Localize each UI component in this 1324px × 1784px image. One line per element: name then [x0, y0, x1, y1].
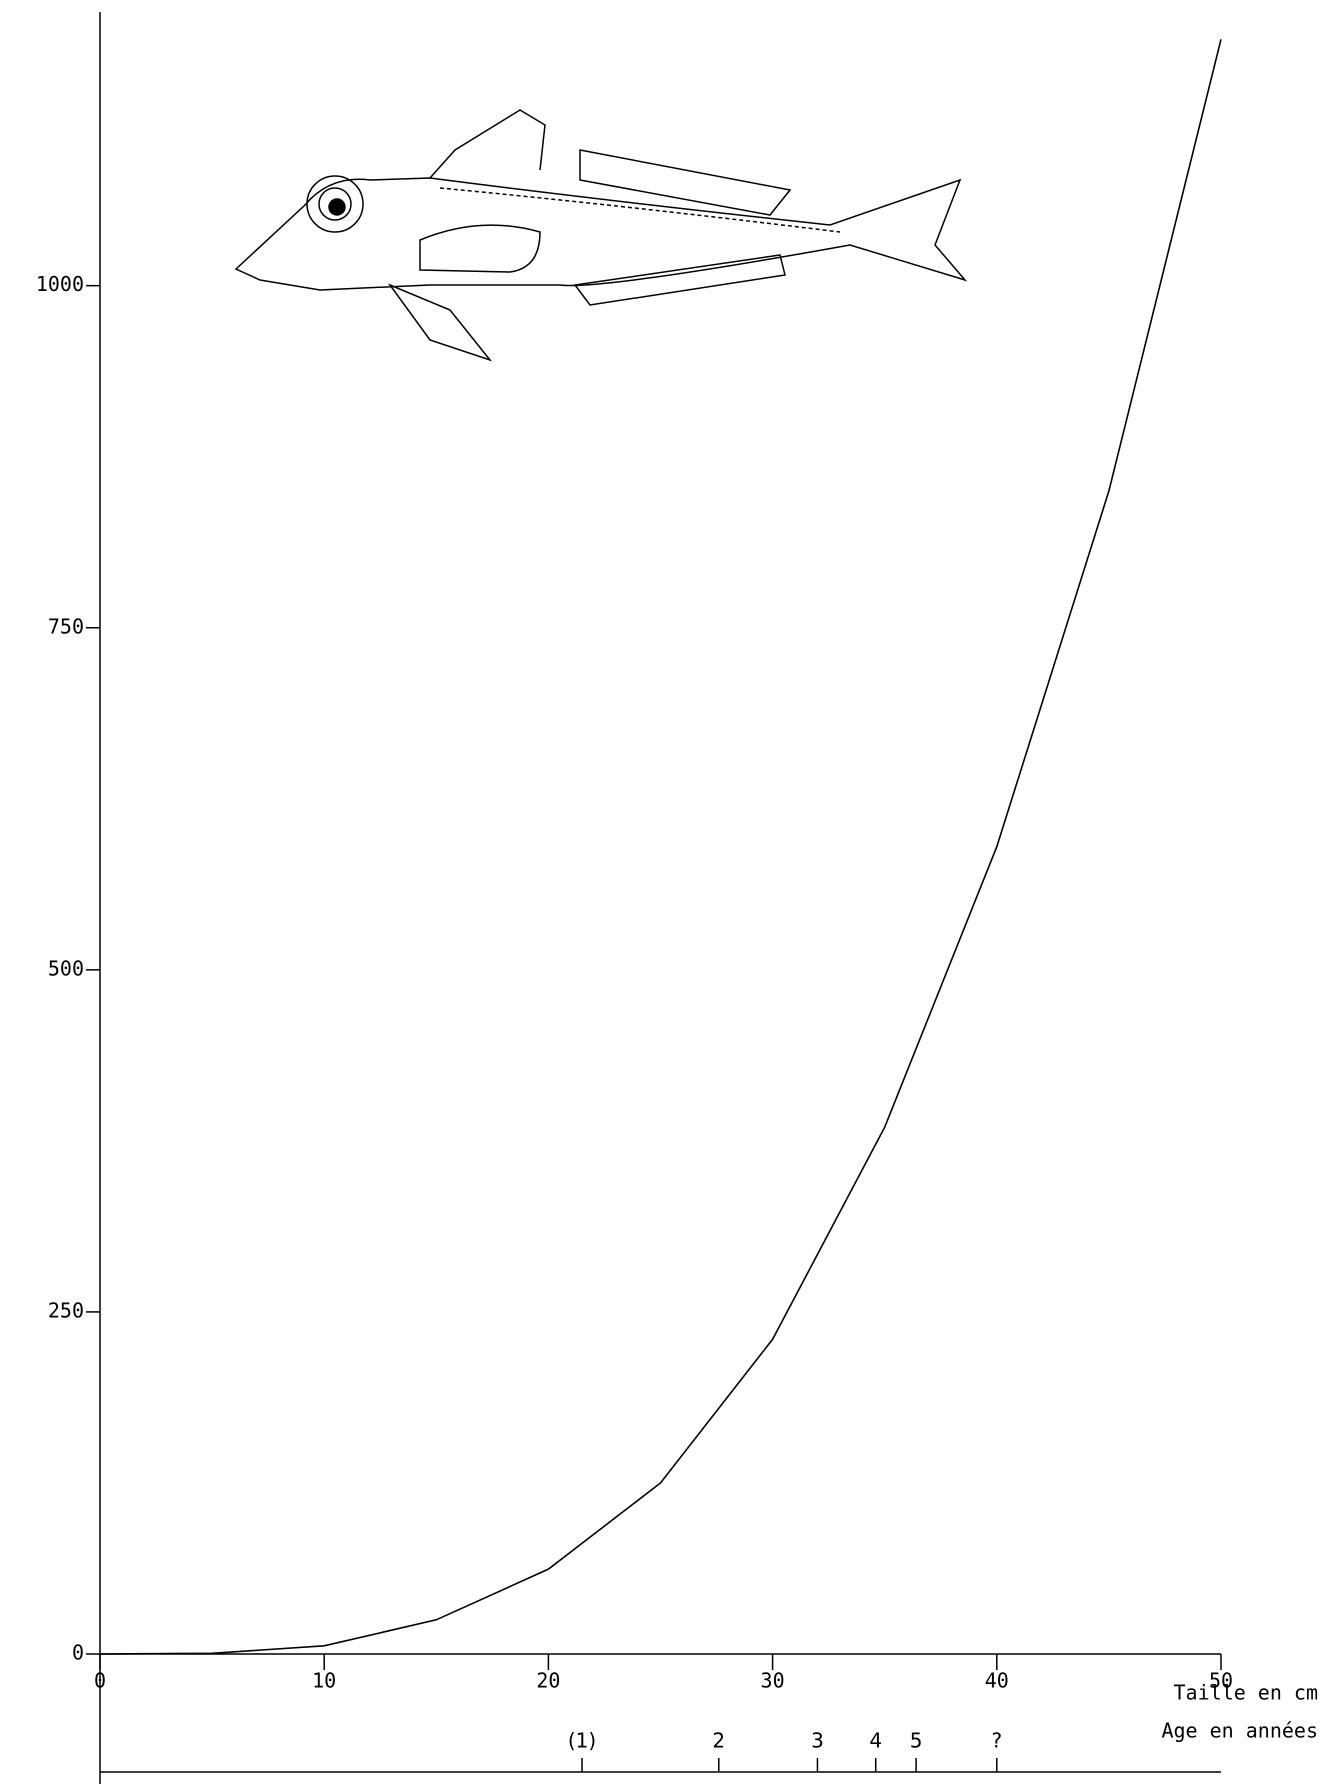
age-marker-label: (1) — [568, 1729, 596, 1753]
age-marker-label: 4 — [869, 1729, 882, 1753]
x-tick-label: 20 — [536, 1669, 560, 1693]
y-tick-label: 500 — [48, 956, 84, 980]
age-marker-label: 5 — [910, 1729, 923, 1753]
y-tick-label: 750 — [48, 614, 84, 638]
age-axis-label: Age en années — [1161, 1719, 1318, 1743]
x-tick-label: 50 — [1209, 1669, 1233, 1693]
x-axis-label: Taille en cm — [1174, 1681, 1319, 1705]
x-tick-label: 30 — [761, 1669, 785, 1693]
x-tick-label: 40 — [985, 1669, 1009, 1693]
y-tick-label: 250 — [48, 1298, 84, 1322]
age-marker-label: 3 — [811, 1729, 824, 1753]
y-tick-label: 1000 — [36, 272, 84, 296]
age-marker-label: 2 — [712, 1729, 725, 1753]
fish-illustration — [234, 109, 968, 362]
curve — [99, 39, 1222, 1655]
y-tick-label: 0 — [72, 1641, 84, 1665]
age-marker-label: ? — [991, 1729, 1002, 1753]
x-tick-label: 10 — [312, 1669, 336, 1693]
x-tick-label: 0 — [94, 1669, 106, 1693]
